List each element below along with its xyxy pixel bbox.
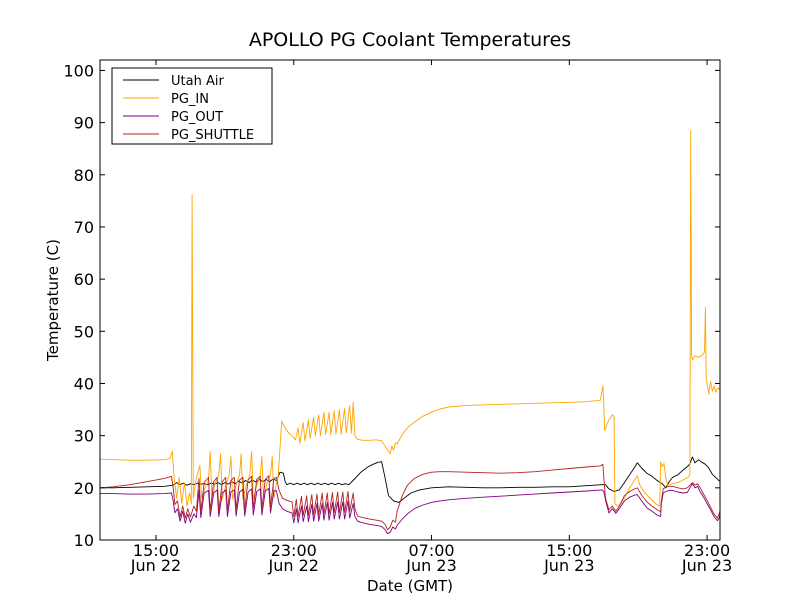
series-line-pg-out (100, 483, 720, 535)
x-tick-label-date: Jun 22 (268, 556, 319, 575)
y-axis-label: Temperature (C) (44, 239, 62, 362)
legend-label-pg-in: PG_IN (171, 92, 209, 107)
x-tick-label-time: 07:00 (408, 541, 454, 560)
legend-label-utah-air: Utah Air (171, 74, 224, 89)
x-tick-label-date: Jun 23 (543, 556, 594, 575)
y-tick-label: 10 (74, 531, 94, 550)
series-layer (100, 129, 720, 535)
y-tick-label: 100 (63, 61, 94, 80)
x-tick-label-date: Jun 23 (405, 556, 456, 575)
y-tick-label: 30 (74, 427, 94, 446)
x-tick-label-date: Jun 23 (681, 556, 732, 575)
y-tick-label: 60 (74, 270, 94, 289)
legend-box (111, 67, 273, 145)
x-tick-label-time: 15:00 (133, 541, 179, 560)
series-line-utah-air (100, 456, 720, 503)
series-line-pg-shuttle (100, 463, 720, 531)
chart-title: APOLLO PG Coolant Temperatures (249, 29, 571, 51)
legend-label-pg-out: PG_OUT (171, 110, 223, 125)
series-line-pg-in (100, 129, 720, 507)
x-tick-label-date: Jun 22 (130, 556, 181, 575)
y-tick-label: 70 (74, 218, 94, 237)
y-tick-label: 40 (74, 374, 94, 393)
y-tick-label: 80 (74, 166, 94, 185)
x-axis-label: Date (GMT) (367, 577, 453, 595)
y-tick-label: 90 (74, 114, 94, 133)
x-tick-label-time: 23:00 (684, 541, 730, 560)
plot-frame (99, 59, 721, 541)
x-tick-label-time: 15:00 (546, 541, 592, 560)
legend: Utah Air PG_IN PG_OUT PG_SHUTTLE (111, 67, 273, 145)
x-tick-label-time: 23:00 (271, 541, 317, 560)
legend-label-pg-shuttle: PG_SHUTTLE (171, 128, 254, 143)
y-tick-label: 20 (74, 479, 94, 498)
y-tick-label: 50 (74, 322, 94, 341)
